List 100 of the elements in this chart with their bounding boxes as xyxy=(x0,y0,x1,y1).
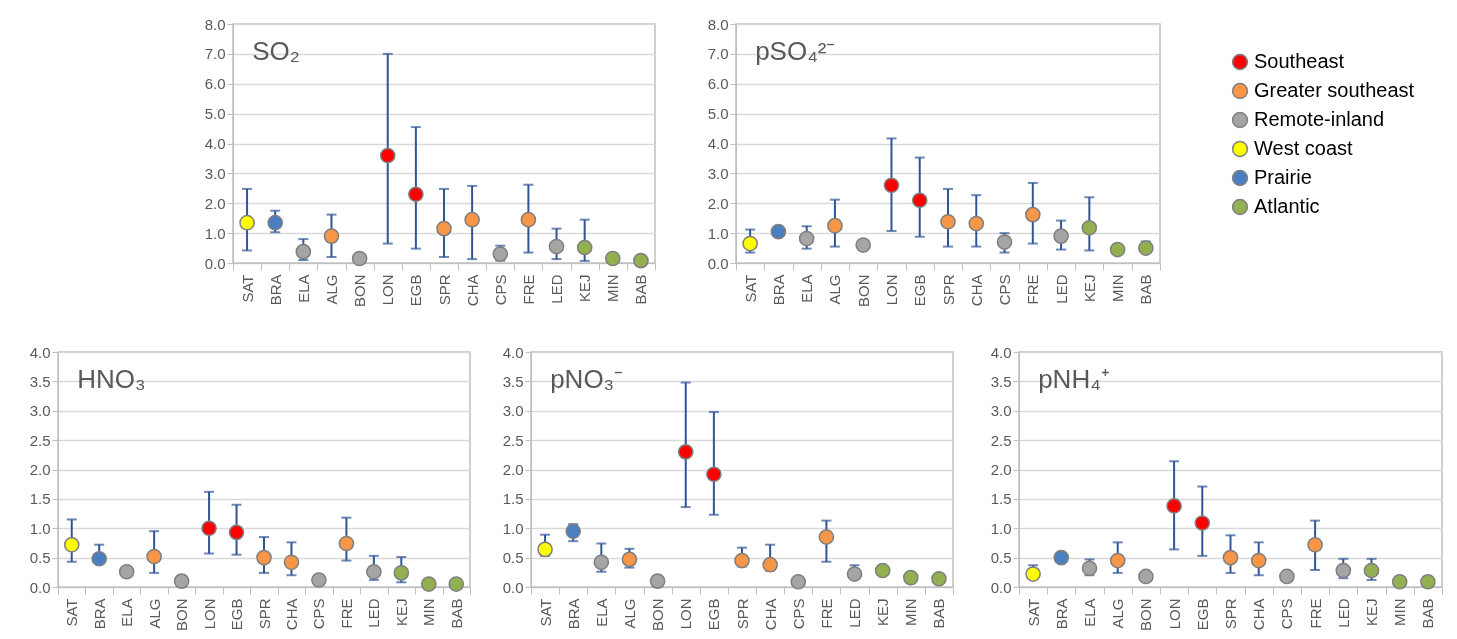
x-tick-label: BAB xyxy=(1419,598,1437,629)
x-tick-label: LED xyxy=(548,274,566,304)
point xyxy=(911,192,928,209)
y-tick-label: 1.0 xyxy=(29,519,51,537)
y-tick-label: 6.0 xyxy=(707,75,729,93)
y-tick-label: 3.5 xyxy=(29,372,51,390)
x-tick-label: BRA xyxy=(266,274,284,306)
point xyxy=(1363,562,1380,579)
x-tick-label: BAB xyxy=(632,274,650,305)
point xyxy=(420,576,437,592)
point xyxy=(790,573,807,590)
text: pNO₃⁻ xyxy=(550,364,624,394)
point xyxy=(1024,206,1041,223)
point xyxy=(874,562,891,579)
y-tick-label: 1.5 xyxy=(29,490,51,508)
x-tick-label: FRE xyxy=(519,274,537,305)
y-tick-label: 3.5 xyxy=(502,372,524,390)
x-tick-label: BRA xyxy=(769,274,787,306)
y-tick-label: 6.0 xyxy=(204,75,226,93)
x-tick-label: KEJ xyxy=(392,598,410,627)
x-tick-label: CPS xyxy=(491,274,509,306)
x-tick-label: SPR xyxy=(1222,598,1239,630)
point xyxy=(351,250,368,267)
y-tick-label: 1.0 xyxy=(990,519,1012,537)
text: pNH₄⁺ xyxy=(1038,364,1110,394)
point xyxy=(393,565,410,581)
point xyxy=(464,211,480,228)
x-tick-label: KEJ xyxy=(1080,274,1098,303)
point xyxy=(173,573,190,589)
x-tick-label: CHA xyxy=(967,274,985,307)
point xyxy=(621,551,638,568)
x-tick-label: ELA xyxy=(798,274,816,303)
x-tick-label: BRA xyxy=(564,598,582,630)
point xyxy=(565,523,582,539)
y-tick-label: 2.0 xyxy=(29,461,51,478)
x-tick-label: KEJ xyxy=(576,274,594,303)
y-tick-label: 2.0 xyxy=(502,461,524,478)
y-tick-label: 4.0 xyxy=(707,135,729,152)
point xyxy=(436,220,452,237)
x-tick-label: LON xyxy=(882,274,900,306)
point xyxy=(520,211,537,228)
x-tick-label: EGB xyxy=(705,598,723,631)
y-tick-label: 2.5 xyxy=(502,431,524,449)
point xyxy=(1109,552,1126,569)
x-tick-label: ALG xyxy=(145,598,163,629)
x-tick-label: BAB xyxy=(447,598,465,629)
point xyxy=(677,444,694,460)
y-tick-label: 0.0 xyxy=(707,254,729,272)
y-tick-label: 3.0 xyxy=(990,402,1012,420)
x-tick-label: BON xyxy=(1137,598,1155,632)
point xyxy=(379,147,396,164)
x-tick-label: SAT xyxy=(1024,598,1042,627)
point xyxy=(762,556,778,573)
x-tick-label: FRE xyxy=(817,598,835,629)
y-tick-label: 5.0 xyxy=(707,105,729,123)
point xyxy=(649,573,666,589)
point xyxy=(448,576,465,592)
point xyxy=(118,563,135,580)
y-tick-label: 3.0 xyxy=(707,164,729,182)
x-tick-label: SPR xyxy=(255,598,273,630)
point xyxy=(798,230,815,247)
y-tick-label: 0.0 xyxy=(29,578,51,596)
x-tick-label: BRA xyxy=(90,598,108,630)
x-tick-label: BON xyxy=(649,598,667,632)
point xyxy=(1250,552,1267,569)
x-tick-label: ALG xyxy=(826,274,844,305)
y-tick-label: 0.5 xyxy=(502,549,524,567)
point xyxy=(311,572,327,588)
point xyxy=(91,550,108,567)
y-tick-label: 1.0 xyxy=(707,224,729,242)
x-tick-label: LED xyxy=(1334,598,1352,628)
x-tick-label: ELA xyxy=(118,598,136,627)
point xyxy=(201,520,217,537)
x-tick-label: BAB xyxy=(930,598,948,629)
x-tick-label: LON xyxy=(379,274,397,306)
x-tick-label: LED xyxy=(365,598,383,628)
x-tick-label: LON xyxy=(1165,598,1183,630)
text: HNO₃ xyxy=(77,364,146,394)
x-tick-label: BON xyxy=(173,598,191,632)
x-tick-label: BON xyxy=(351,274,369,308)
point xyxy=(1279,568,1295,585)
y-tick-label: 3.0 xyxy=(502,402,524,420)
point xyxy=(408,186,424,203)
point xyxy=(295,243,312,260)
point xyxy=(968,215,985,232)
point xyxy=(239,214,255,231)
point xyxy=(63,536,80,553)
x-tick-label: FRE xyxy=(337,598,355,629)
y-tick-label: 0.0 xyxy=(204,254,226,272)
x-tick-label: CHA xyxy=(282,598,300,631)
y-tick-label: 4.0 xyxy=(204,135,226,152)
y-tick-label: 1.5 xyxy=(990,490,1012,508)
x-tick-label: CHA xyxy=(761,598,779,631)
x-tick-label: CPS xyxy=(1278,598,1296,630)
y-tick-label: 0.0 xyxy=(502,578,524,596)
y-tick-label: 2.5 xyxy=(29,431,51,449)
point xyxy=(1194,515,1211,531)
y-tick-label: 1.0 xyxy=(502,519,524,537)
x-tick-label: LON xyxy=(200,598,218,630)
y-tick-label: 3.0 xyxy=(29,402,51,420)
